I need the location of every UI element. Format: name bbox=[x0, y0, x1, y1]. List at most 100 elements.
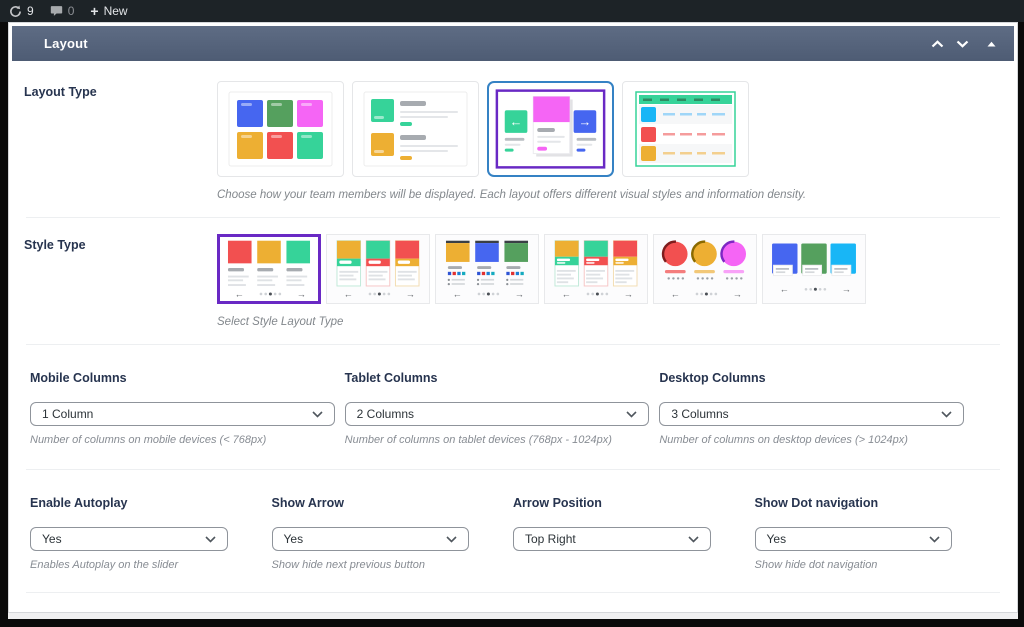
layout-option-list[interactable] bbox=[352, 81, 479, 177]
desktop-columns-select[interactable]: 3 Columns bbox=[659, 402, 964, 426]
style-option-6[interactable]: ← → bbox=[762, 234, 866, 304]
arrow-position-field: Arrow Position Top Right bbox=[513, 496, 711, 572]
layout-option-table[interactable] bbox=[622, 81, 749, 177]
enable-autoplay-field: Enable Autoplay Yes Enables Autoplay on … bbox=[30, 496, 228, 572]
move-down-icon[interactable] bbox=[956, 40, 969, 48]
table-layout-preview bbox=[635, 91, 736, 167]
style-option-2[interactable]: ← → bbox=[326, 234, 430, 304]
svg-text:←: ← bbox=[780, 284, 789, 295]
desktop-columns-value: 3 Columns bbox=[671, 407, 729, 421]
chevron-down-icon bbox=[687, 535, 699, 543]
chevron-down-icon bbox=[204, 535, 216, 543]
tablet-columns-help: Number of columns on tablet devices (768… bbox=[344, 434, 612, 446]
layout-panel: Layout Layout Type bbox=[8, 22, 1018, 613]
chevron-down-icon bbox=[941, 410, 952, 418]
layout-type-description: Choose how your team members will be dis… bbox=[217, 189, 807, 201]
show-dot-navigation-value: Yes bbox=[766, 532, 787, 546]
mobile-columns-label: Mobile Columns bbox=[30, 371, 127, 385]
columns-settings-row: Mobile Columns 1 Column Number of column… bbox=[24, 361, 1002, 447]
tablet-columns-label: Tablet Columns bbox=[344, 371, 438, 385]
enable-autoplay-help: Enables Autoplay on the slider bbox=[30, 559, 179, 571]
panel-header-controls bbox=[931, 39, 996, 48]
layout-type-content: ← → bbox=[217, 81, 1002, 201]
style-option-5[interactable]: ← → bbox=[653, 234, 757, 304]
show-arrow-value: Yes bbox=[283, 532, 304, 546]
enable-autoplay-value: Yes bbox=[42, 532, 62, 546]
style-option-3[interactable]: ← → bbox=[435, 234, 539, 304]
svg-text:→: → bbox=[406, 288, 415, 299]
new-menu[interactable]: + New bbox=[90, 4, 127, 18]
desktop-columns-label: Desktop Columns bbox=[659, 371, 766, 385]
svg-text:←: ← bbox=[453, 288, 462, 299]
arrow-position-help bbox=[513, 559, 711, 572]
svg-text:←: ← bbox=[344, 288, 353, 299]
panel-header: Layout bbox=[12, 26, 1014, 61]
arrow-position-value: Top Right bbox=[525, 532, 576, 546]
layout-option-slider[interactable]: ← → bbox=[487, 81, 614, 177]
show-dot-navigation-help: Show hide dot navigation bbox=[754, 559, 878, 571]
enable-autoplay-label: Enable Autoplay bbox=[30, 496, 128, 510]
tablet-columns-select[interactable]: 2 Columns bbox=[344, 402, 650, 426]
svg-text:→: → bbox=[297, 288, 306, 299]
style-5-preview: ← → bbox=[661, 240, 748, 299]
chevron-down-icon bbox=[446, 535, 457, 543]
mobile-columns-value: 1 Column bbox=[42, 407, 94, 421]
plus-icon: + bbox=[90, 3, 99, 19]
chevron-down-icon bbox=[626, 410, 637, 418]
svg-text:←: ← bbox=[671, 288, 680, 299]
grid-layout-preview bbox=[228, 91, 333, 167]
comment-bubble-icon bbox=[50, 6, 62, 16]
style-option-1[interactable]: ← → bbox=[217, 234, 321, 304]
style-3-preview: ← → bbox=[445, 240, 529, 299]
chevron-down-icon bbox=[312, 410, 323, 418]
style-type-content: ← → bbox=[217, 234, 1002, 328]
svg-text:→: → bbox=[842, 284, 851, 295]
layout-option-grid[interactable] bbox=[217, 81, 344, 177]
tablet-columns-value: 2 Columns bbox=[356, 407, 415, 421]
show-dot-navigation-field: Show Dot navigation Yes Show hide dot na… bbox=[754, 496, 952, 572]
admin-bar: 9 0 + New bbox=[0, 0, 1024, 22]
admin-content-area: Layout Layout Type bbox=[8, 22, 1018, 619]
svg-text:←: ← bbox=[235, 288, 244, 299]
toggle-panel-icon[interactable] bbox=[987, 41, 996, 47]
panel-body: Layout Type bbox=[12, 61, 1014, 593]
show-arrow-label: Show Arrow bbox=[271, 496, 344, 510]
arrow-position-label: Arrow Position bbox=[513, 496, 602, 510]
enable-autoplay-select[interactable]: Yes bbox=[30, 527, 228, 551]
list-layout-preview bbox=[363, 91, 468, 167]
layout-type-options: ← → bbox=[217, 81, 1002, 177]
section-divider bbox=[26, 592, 1000, 593]
updates-icon bbox=[10, 4, 21, 17]
new-label: New bbox=[103, 4, 128, 18]
style-1-preview: ← → bbox=[227, 240, 311, 299]
svg-text:←: ← bbox=[510, 114, 523, 129]
section-divider bbox=[26, 217, 1000, 218]
svg-text:→: → bbox=[733, 288, 742, 299]
svg-text:→: → bbox=[579, 114, 592, 129]
style-type-caption: Select Style Layout Type bbox=[217, 316, 344, 328]
desktop-columns-field: Desktop Columns 3 Columns Number of colu… bbox=[659, 371, 964, 447]
updates-count: 9 bbox=[27, 4, 34, 18]
updates-menu[interactable]: 9 bbox=[9, 4, 34, 18]
svg-text:→: → bbox=[624, 288, 633, 299]
chevron-down-icon bbox=[929, 535, 940, 543]
comments-menu[interactable]: 0 bbox=[50, 4, 74, 18]
style-type-label: Style Type bbox=[24, 238, 86, 252]
arrow-position-select[interactable]: Top Right bbox=[513, 527, 711, 551]
mobile-columns-select[interactable]: 1 Column bbox=[30, 402, 335, 426]
move-up-icon[interactable] bbox=[931, 39, 944, 48]
slider-settings-row: Enable Autoplay Yes Enables Autoplay on … bbox=[24, 486, 1002, 572]
slider-layout-preview: ← → bbox=[495, 89, 606, 169]
section-divider bbox=[26, 469, 1000, 470]
section-divider bbox=[26, 344, 1000, 345]
mobile-columns-help: Number of columns on mobile devices (< 7… bbox=[30, 434, 267, 446]
show-dot-navigation-label: Show Dot navigation bbox=[754, 496, 879, 510]
panel-title: Layout bbox=[44, 36, 88, 51]
desktop-columns-help: Number of columns on desktop devices (> … bbox=[659, 434, 908, 446]
show-dot-navigation-select[interactable]: Yes bbox=[754, 527, 952, 551]
show-arrow-select[interactable]: Yes bbox=[271, 527, 469, 551]
style-option-4[interactable]: ← → bbox=[544, 234, 648, 304]
svg-text:→: → bbox=[515, 288, 524, 299]
show-arrow-field: Show Arrow Yes Show hide next previous b… bbox=[271, 496, 469, 572]
layout-type-row: Layout Type bbox=[24, 81, 1002, 201]
